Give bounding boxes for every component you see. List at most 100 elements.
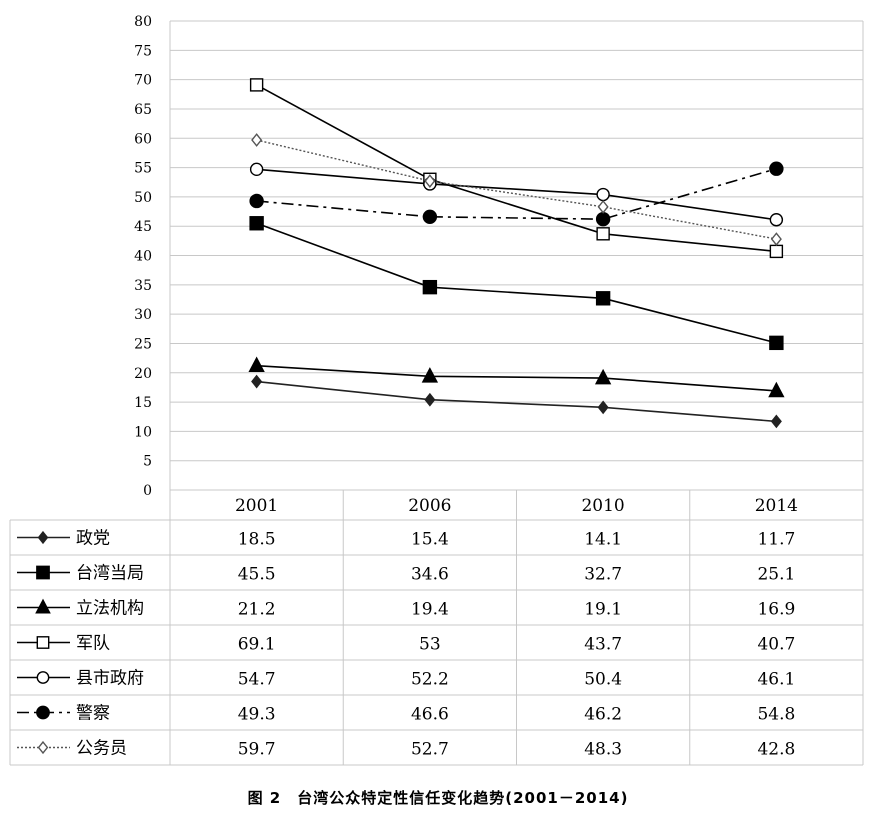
y-tick-label: 0 bbox=[143, 483, 152, 499]
y-tick-label: 65 bbox=[134, 102, 152, 118]
data-point bbox=[35, 598, 51, 614]
y-tick-label: 55 bbox=[134, 161, 152, 177]
legend-key bbox=[17, 705, 70, 720]
y-tick-label: 70 bbox=[134, 73, 152, 89]
grid-layer: 0 5 10 15 20 25 30 35 40 45 50 55 60 65 70 75 80 bbox=[134, 14, 864, 499]
data-point bbox=[596, 227, 610, 241]
series-name: 警察 bbox=[76, 704, 110, 724]
data-point bbox=[597, 400, 609, 415]
data-point bbox=[597, 199, 609, 214]
legend-key bbox=[17, 565, 70, 580]
x-category-label: 2006 bbox=[408, 496, 451, 516]
y-tick-label: 25 bbox=[134, 336, 152, 352]
series-name: 军队 bbox=[76, 634, 110, 654]
y-tick-label: 50 bbox=[134, 190, 152, 206]
data-point bbox=[251, 133, 263, 147]
table-cell: 40.7 bbox=[757, 635, 795, 655]
series-name: 立法机构 bbox=[76, 599, 144, 619]
series-name: 政党 bbox=[76, 529, 110, 549]
table-cell: 49.3 bbox=[238, 705, 276, 725]
figure-caption: 图 2 台湾公众特定性信任变化趋势(2001－2014) bbox=[247, 789, 629, 807]
x-category-label: 2001 bbox=[235, 496, 278, 516]
data-point bbox=[594, 368, 612, 385]
table-cell: 46.2 bbox=[584, 705, 622, 725]
data-point bbox=[595, 211, 611, 227]
series-7 bbox=[251, 133, 782, 246]
data-point bbox=[424, 392, 436, 407]
series-layer bbox=[248, 78, 785, 429]
table-cell: 32.7 bbox=[584, 565, 622, 585]
data-point bbox=[422, 209, 438, 225]
table-cell: 21.2 bbox=[238, 600, 276, 620]
series-1 bbox=[251, 374, 782, 429]
y-tick-label: 30 bbox=[134, 307, 152, 323]
data-point bbox=[249, 216, 264, 231]
table-cell: 11.7 bbox=[757, 530, 795, 550]
table-cell: 14.1 bbox=[584, 530, 622, 550]
data-point bbox=[36, 671, 50, 684]
table-cell: 34.6 bbox=[411, 565, 449, 585]
data-point bbox=[251, 374, 263, 389]
series-line bbox=[256, 84, 777, 253]
table-cell: 16.9 bbox=[757, 600, 795, 620]
y-tick-label: 45 bbox=[134, 219, 152, 235]
data-point bbox=[249, 193, 264, 209]
series-name: 县市政府 bbox=[76, 669, 144, 689]
table-cell: 45.5 bbox=[238, 565, 276, 585]
series-3 bbox=[248, 356, 785, 398]
data-point bbox=[248, 356, 265, 373]
data-point bbox=[768, 381, 785, 398]
table-cell: 42.8 bbox=[757, 740, 795, 760]
y-tick-label: 35 bbox=[134, 278, 152, 294]
y-tick-label: 40 bbox=[134, 249, 152, 265]
legend-key bbox=[17, 740, 70, 755]
legend-key bbox=[17, 636, 70, 649]
y-tick-label: 5 bbox=[143, 454, 152, 470]
series-name: 公务员 bbox=[76, 739, 127, 759]
y-tick-label: 75 bbox=[134, 43, 152, 59]
data-point bbox=[249, 162, 264, 177]
data-point bbox=[422, 279, 438, 295]
table-cell: 43.7 bbox=[584, 635, 622, 655]
data-point bbox=[37, 530, 49, 545]
data-table: 2001 2006 2010 2014 政党 18.5 15.4 14.1 11.7 台湾当局 45… bbox=[9, 490, 864, 766]
table-cell: 54.7 bbox=[238, 670, 276, 690]
series-4 bbox=[249, 78, 784, 259]
table-cell: 48.3 bbox=[584, 740, 622, 760]
data-point bbox=[36, 565, 50, 580]
data-point bbox=[769, 161, 784, 176]
data-point bbox=[421, 367, 439, 383]
data-point bbox=[769, 335, 784, 351]
data-point bbox=[36, 705, 50, 720]
data-point bbox=[769, 244, 784, 259]
series-line bbox=[256, 139, 777, 240]
y-tick-label: 20 bbox=[134, 366, 152, 382]
series-2 bbox=[249, 216, 784, 351]
series-line bbox=[256, 380, 777, 423]
data-point bbox=[37, 740, 49, 755]
y-tick-label: 15 bbox=[134, 395, 152, 411]
legend-key bbox=[17, 598, 70, 614]
data-point bbox=[770, 414, 782, 429]
series-line bbox=[256, 364, 777, 392]
data-point bbox=[770, 232, 782, 246]
table-cell: 50.4 bbox=[584, 670, 622, 690]
legend-key bbox=[17, 530, 70, 545]
table-cell: 15.4 bbox=[411, 530, 449, 550]
table-cell: 19.4 bbox=[411, 600, 449, 620]
table-cell: 25.1 bbox=[757, 565, 795, 585]
series-6 bbox=[249, 161, 784, 227]
table-cell: 18.5 bbox=[238, 530, 276, 550]
data-point bbox=[249, 78, 264, 92]
data-point bbox=[36, 636, 50, 649]
x-category-label: 2010 bbox=[581, 496, 624, 516]
y-tick-label: 60 bbox=[134, 131, 152, 147]
x-category-label: 2014 bbox=[755, 496, 798, 516]
series-name: 台湾当局 bbox=[76, 564, 144, 584]
series-line bbox=[256, 168, 777, 221]
table-cell: 52.2 bbox=[411, 670, 449, 690]
table-cell: 52.7 bbox=[411, 740, 449, 760]
y-tick-label: 80 bbox=[134, 14, 152, 30]
series-line bbox=[256, 167, 777, 220]
